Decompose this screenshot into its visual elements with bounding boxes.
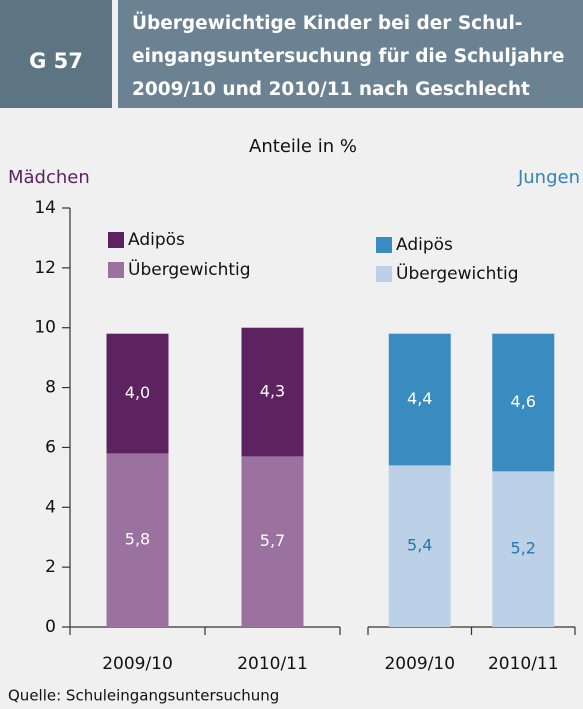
legend-swatch [376, 237, 392, 253]
legend-label: Übergewichtig [128, 258, 251, 280]
bar-segment [492, 471, 555, 627]
subtitle: Anteile in % [249, 136, 357, 157]
y-tick-label: 14 [34, 198, 56, 218]
x-tick-label: 2009/10 [384, 654, 455, 674]
bar-segment [106, 333, 169, 454]
bar-segment [492, 333, 555, 472]
bar-segment [388, 333, 451, 466]
x-tick-label: 2010/11 [237, 654, 308, 674]
y-tick-label: 4 [45, 497, 56, 517]
y-tick-label: 6 [45, 437, 56, 457]
y-tick-label: 2 [45, 557, 56, 577]
bar-segment [388, 465, 451, 627]
legend-swatch [108, 232, 124, 248]
panel-title: Jungen [517, 167, 580, 188]
bar-segment [241, 456, 304, 627]
value-label: 5,7 [260, 531, 285, 550]
y-tick-label: 10 [34, 318, 56, 338]
value-label: 4,4 [407, 389, 432, 408]
value-label: 4,3 [260, 382, 285, 401]
title-line: eingangsuntersuchung für die Schuljahre [132, 46, 564, 67]
figure-number-box [0, 0, 112, 108]
y-tick-label: 12 [34, 258, 56, 278]
x-tick-label: 2009/10 [102, 654, 173, 674]
legend-swatch [108, 262, 124, 278]
title-box [118, 0, 583, 108]
value-label: 5,2 [511, 539, 536, 558]
figure-number: G 57 [29, 49, 83, 73]
x-tick-label: 2010/11 [488, 654, 559, 674]
panel-title: Mädchen [8, 167, 90, 188]
source: Quelle: Schuleingangsuntersuchung [8, 687, 279, 705]
legend-label: Übergewichtig [396, 262, 519, 284]
legend-label: Adipös [396, 235, 453, 255]
value-label: 5,4 [407, 536, 432, 555]
title-line: Übergewichtige Kinder bei der Schul- [132, 12, 523, 34]
value-label: 4,0 [125, 383, 150, 402]
y-tick-label: 8 [45, 378, 56, 398]
legend-label: Adipös [128, 230, 185, 250]
bar-segment [106, 453, 169, 627]
value-label: 5,8 [125, 530, 150, 549]
value-label: 4,6 [511, 392, 536, 411]
y-tick-label: 0 [45, 617, 56, 637]
legend-swatch [376, 266, 392, 282]
bar-segment [241, 327, 304, 457]
title-line: 2009/10 und 2010/11 nach Geschlecht [132, 79, 530, 100]
